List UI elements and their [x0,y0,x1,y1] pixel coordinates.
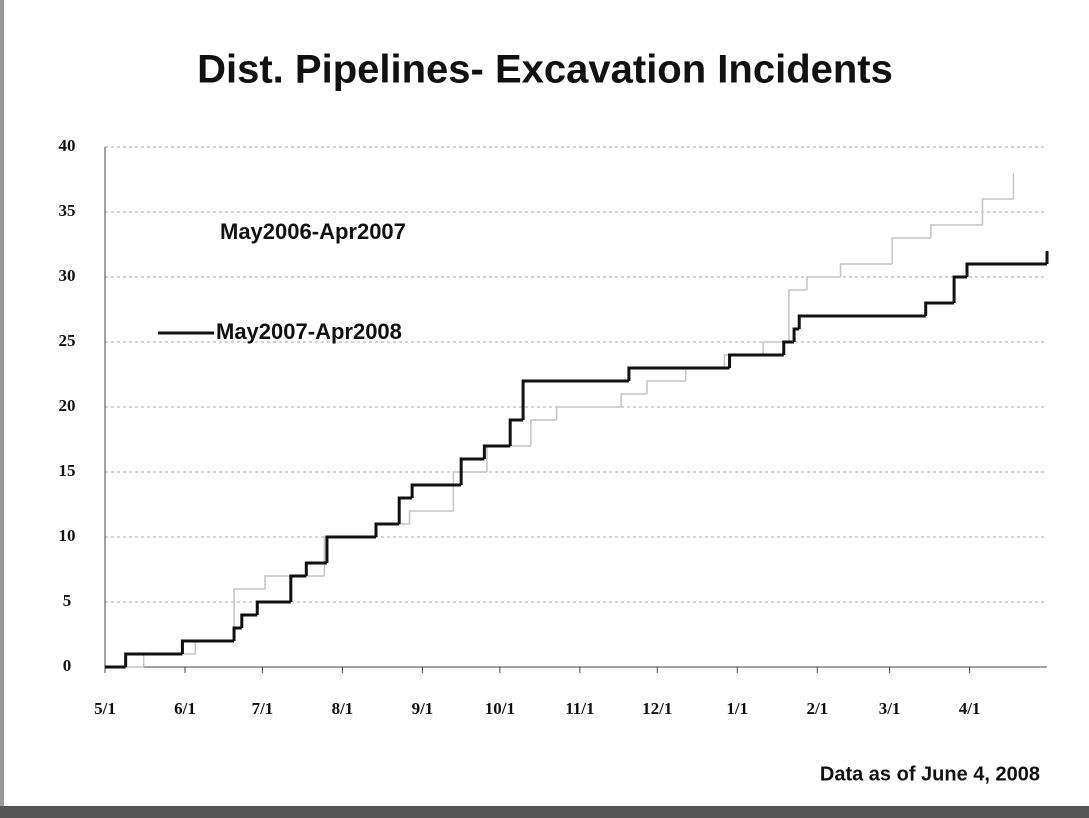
step-segment [555,406,622,420]
step-segment [233,588,266,641]
y-tick-label: 15 [59,461,76,480]
step-segment [530,419,557,446]
step-segment [304,561,327,576]
legend-label: May2007-Apr2008 [216,319,402,344]
step-segment [806,276,841,290]
step-segment [797,314,926,329]
step-segment [620,393,647,407]
step-segment [180,639,235,654]
step-segment [482,444,511,459]
step-segment [289,574,307,602]
y-tick-label: 30 [59,266,76,285]
step-segment [930,224,983,238]
step-segment [952,275,967,303]
step-segment [981,198,1014,225]
step-segment [521,379,629,420]
x-tick-label: 3/1 [879,699,901,718]
annotation: Data as of June 4, 2008 [820,763,1040,785]
y-tick-label: 20 [59,396,76,415]
step-segment [792,327,800,342]
step-segment [232,626,242,641]
x-tick-label: 5/1 [94,699,116,718]
step-segment [788,289,807,342]
step-segment [627,366,730,381]
step-segment [762,341,789,355]
y-tick-label: 5 [63,591,72,610]
y-tick-label: 25 [59,331,76,350]
chart-title: Dist. Pipelines- Excavation Incidents [197,48,893,92]
x-tick-label: 10/1 [485,699,515,718]
x-tick-label: 1/1 [726,699,748,718]
y-tick-label: 10 [59,526,76,545]
step-segment [374,522,400,537]
step-segment [508,418,524,446]
y-tick-label: 35 [59,201,76,220]
step-segment [397,496,413,524]
step-segment [839,263,893,277]
x-tick-label: 6/1 [174,699,196,718]
step-segment [255,600,291,615]
step-segment [452,471,487,511]
legend-label: May2006-Apr2007 [220,219,406,244]
step-segment [965,262,1047,277]
step-segment [408,510,454,524]
step-segment [459,457,485,485]
step-segment [325,535,376,563]
y-tick-label: 0 [63,656,72,675]
step-segment [410,483,462,498]
x-tick-label: 7/1 [252,699,274,718]
x-tick-label: 11/1 [565,699,594,718]
step-segment [728,353,784,368]
x-tick-label: 9/1 [412,699,434,718]
y-tick-label: 40 [59,136,76,155]
x-tick-label: 8/1 [332,699,354,718]
x-tick-label: 12/1 [642,699,672,718]
scan-edge [0,0,4,818]
step-segment [782,340,795,355]
x-tick-label: 2/1 [806,699,828,718]
step-segment [891,237,931,264]
step-segment [646,380,686,394]
step-segment [924,301,955,316]
step-segment [124,652,183,667]
step-segment [240,613,258,628]
scan-edge [0,806,1089,818]
x-tick-label: 4/1 [959,699,981,718]
